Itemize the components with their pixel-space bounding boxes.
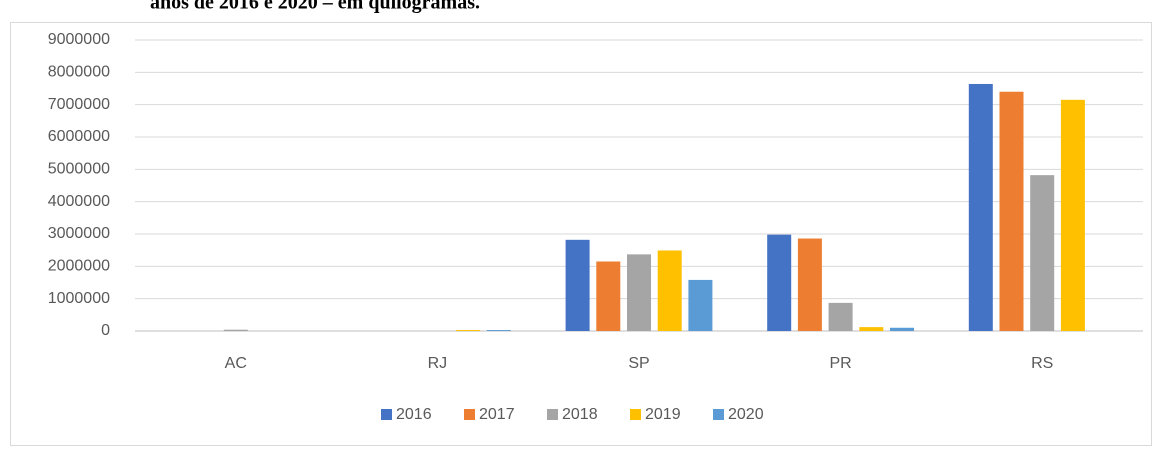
bar (657, 250, 682, 331)
bar (223, 329, 248, 331)
x-tick-label: AC (225, 355, 247, 372)
bar (565, 239, 590, 331)
bar (627, 254, 651, 331)
bar (797, 238, 822, 331)
y-tick-label: 2000000 (48, 258, 110, 275)
chart-title: anos de 2016 e 2020 – em quilogramas. (150, 0, 480, 14)
y-tick-label: 9000000 (48, 31, 110, 48)
x-tick-label: PR (829, 355, 851, 372)
bar (828, 302, 853, 331)
legend-swatch (713, 409, 724, 420)
y-tick-label: 4000000 (48, 193, 110, 210)
legend-swatch (381, 409, 392, 420)
legend-label: 2016 (396, 406, 432, 423)
bar (859, 327, 884, 331)
legend-label: 2020 (728, 406, 764, 423)
legend-swatch (464, 409, 475, 420)
bar (456, 330, 481, 331)
legend-label: 2019 (645, 406, 681, 423)
y-tick-label: 1000000 (48, 290, 110, 307)
bar (688, 279, 713, 331)
y-tick-label: 7000000 (48, 96, 110, 113)
y-tick-label: 8000000 (48, 64, 110, 81)
y-tick-label: 5000000 (48, 161, 110, 178)
bar (596, 261, 621, 331)
y-tick-label: 3000000 (48, 225, 110, 242)
y-tick-label: 0 (101, 322, 110, 339)
bar (1030, 175, 1055, 331)
x-tick-label: RJ (428, 355, 448, 372)
bar (486, 330, 511, 331)
legend-label: 2017 (479, 406, 515, 423)
bar (890, 327, 914, 331)
bar (999, 91, 1024, 331)
y-tick-label: 6000000 (48, 128, 110, 145)
bar (1060, 99, 1085, 331)
legend-swatch (630, 409, 641, 420)
bar (767, 234, 792, 331)
bar (968, 83, 993, 332)
x-tick-label: RS (1031, 355, 1053, 372)
x-tick-label: SP (628, 355, 649, 372)
legend-swatch (547, 409, 558, 420)
legend-label: 2018 (562, 406, 598, 423)
